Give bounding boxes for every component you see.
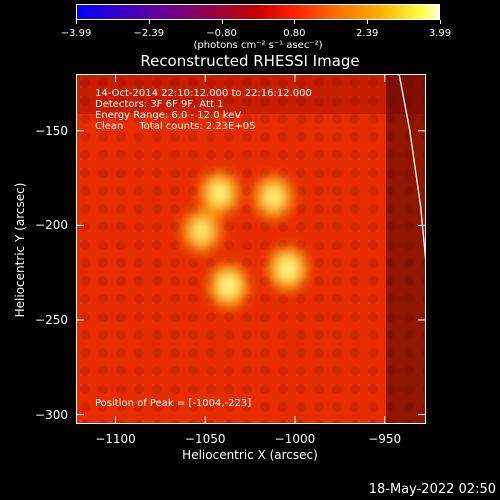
heatmap-texture [76, 74, 426, 424]
colorbar-tick-mark [148, 20, 150, 24]
colorbar-tick-mark [294, 20, 296, 24]
y-tick-label: −250 [35, 312, 68, 327]
x-axis-label: Heliocentric X (arcsec) [182, 448, 318, 462]
timestamp: 18-May-2022 02:50 [368, 482, 496, 497]
colorbar-tick-label: −0.80 [206, 28, 237, 39]
colorbar-tick-label: 0.80 [283, 28, 306, 39]
colorbar-tick-mark [221, 20, 223, 24]
plot-title: Reconstructed RHESSI Image [140, 52, 360, 70]
colorbar [76, 4, 440, 20]
heatmap-shade-top [76, 74, 426, 114]
source-core [191, 219, 212, 244]
info-energy-range: Energy Range: 6.0 - 12.0 keV [95, 110, 242, 121]
source-core [263, 184, 284, 209]
solar-limb-line [398, 74, 426, 271]
info-time-range: 14-Oct-2014 22:10:12.000 to 22:16:12.000 [95, 88, 312, 99]
colorbar-tick-label: −3.99 [60, 28, 92, 39]
x-tick-label: −1000 [274, 432, 316, 446]
heatmap-shade-right [386, 74, 426, 424]
source-core [209, 181, 230, 206]
y-tick-label: −300 [35, 407, 68, 422]
colorbar-tick-label: 2.39 [356, 28, 379, 39]
colorbar-tick-mark [367, 20, 369, 24]
colorbar-tick-label: −2.39 [133, 28, 165, 39]
x-tick-label: −1100 [95, 432, 136, 446]
info-clean-counts: Clean Total counts: 2.23E+05 [95, 121, 256, 132]
y-tick-label: −150 [35, 123, 68, 138]
peak-position-label: Position of Peak = [-1004,-223] [95, 398, 252, 409]
colorbar-unit: (photons cm⁻² s⁻¹ asec⁻²) [193, 40, 323, 51]
x-tick-label: −950 [368, 432, 402, 446]
source-core [218, 273, 239, 298]
source-core [277, 256, 298, 281]
x-tick-label: −1050 [184, 432, 226, 446]
y-tick-label: −200 [35, 218, 68, 233]
colorbar-tick-label: 3.99 [428, 28, 452, 39]
colorbar-tick-mark [76, 20, 77, 24]
colorbar-tick-mark [440, 20, 441, 24]
heatmap-plot [76, 74, 426, 424]
info-detectors: Detectors: 3F 6F 9F, Att 1 [95, 99, 224, 110]
y-axis-label: Heliocentric Y (arcsec) [13, 182, 27, 318]
plot-frame [76, 74, 426, 424]
